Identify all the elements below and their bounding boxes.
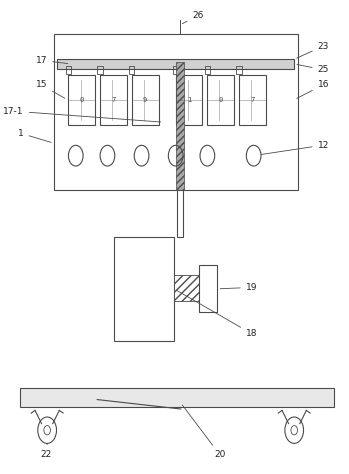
- Bar: [97, 66, 103, 74]
- Text: 18: 18: [176, 290, 257, 338]
- Bar: [66, 66, 71, 74]
- Bar: [176, 75, 202, 125]
- Text: 17: 17: [36, 56, 68, 65]
- Bar: [177, 190, 183, 237]
- Text: 9: 9: [143, 97, 147, 103]
- Bar: [199, 265, 217, 312]
- Bar: [21, 388, 334, 407]
- Text: 7: 7: [250, 97, 254, 103]
- Bar: [100, 75, 127, 125]
- Bar: [54, 35, 298, 190]
- Bar: [129, 66, 134, 74]
- Text: 26: 26: [182, 11, 204, 24]
- Bar: [173, 66, 178, 74]
- Bar: [236, 66, 242, 74]
- Bar: [114, 237, 174, 341]
- Bar: [68, 75, 95, 125]
- Bar: [57, 59, 294, 69]
- Bar: [239, 75, 266, 125]
- Bar: [207, 75, 234, 125]
- Text: 22: 22: [40, 443, 52, 459]
- Text: 12: 12: [261, 141, 329, 155]
- Text: 17-1: 17-1: [3, 107, 161, 122]
- Text: 16: 16: [297, 80, 329, 99]
- Bar: [205, 66, 210, 74]
- Text: 23: 23: [297, 42, 329, 58]
- Text: 15: 15: [36, 80, 65, 98]
- Text: 20: 20: [183, 405, 225, 459]
- Text: 19: 19: [220, 283, 257, 292]
- Text: 1: 1: [187, 97, 191, 103]
- Bar: [174, 275, 207, 301]
- Text: 25: 25: [297, 64, 329, 74]
- Text: 7: 7: [111, 97, 116, 103]
- Text: 0: 0: [80, 97, 84, 103]
- Bar: [132, 75, 159, 125]
- Bar: [176, 63, 184, 190]
- Text: 0: 0: [218, 97, 223, 103]
- Text: 1: 1: [18, 129, 51, 142]
